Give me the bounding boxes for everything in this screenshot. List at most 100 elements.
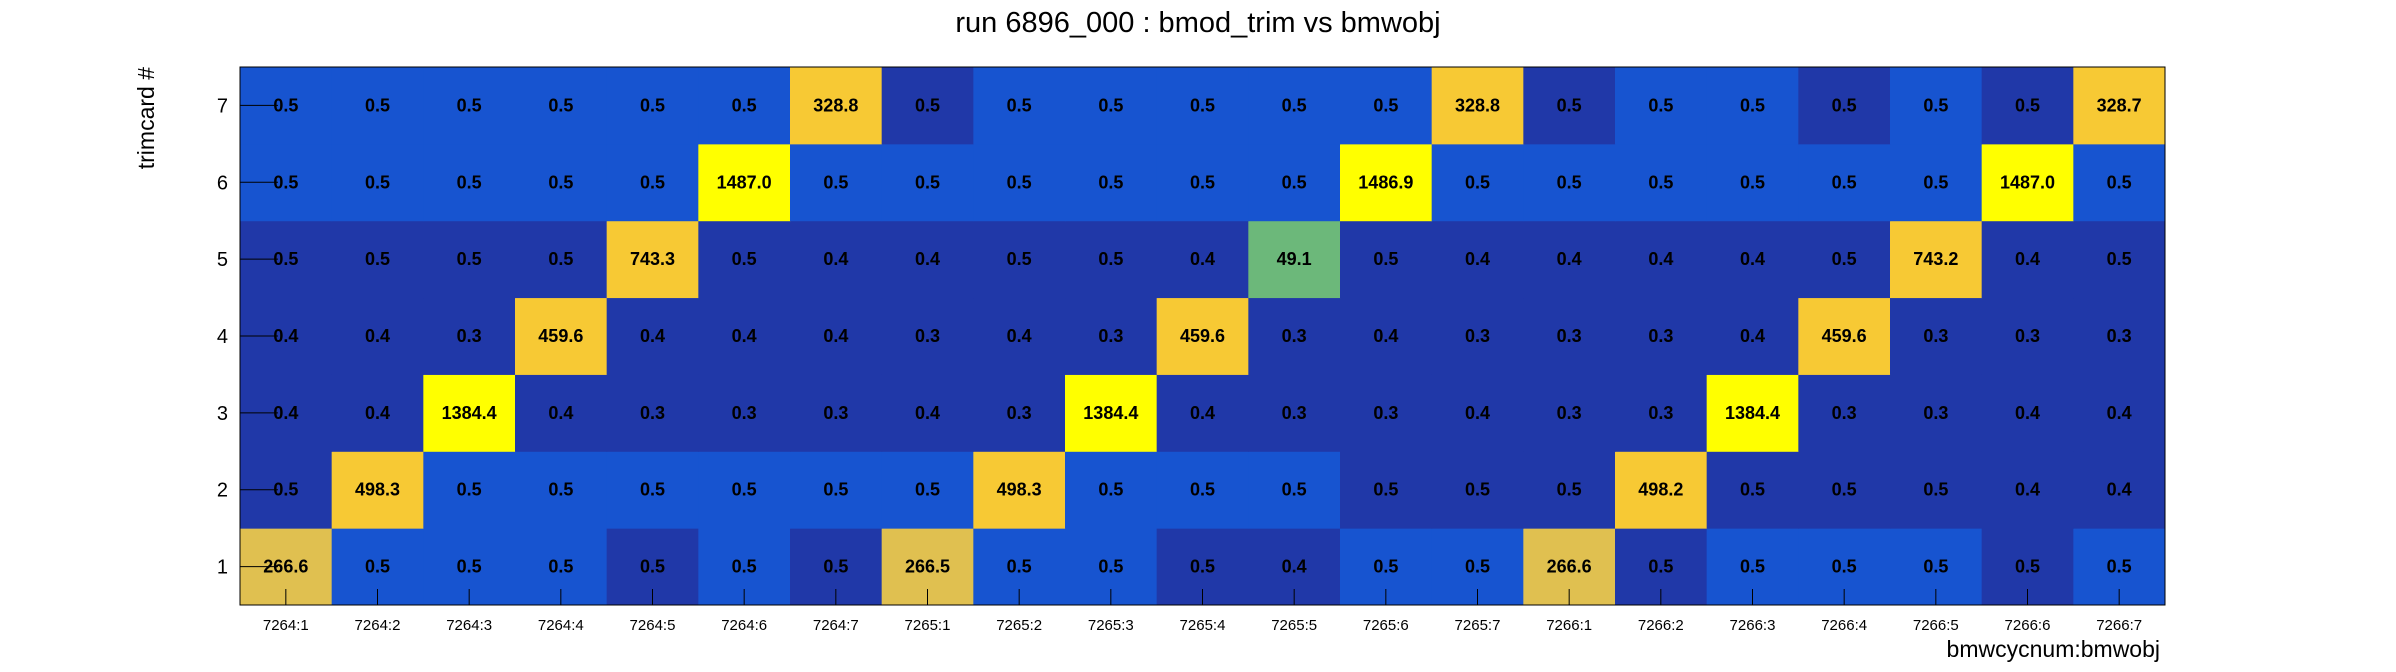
cell-value-label: 0.5 [640, 95, 665, 115]
heatmap-cell [1798, 67, 1891, 145]
cell-value-label: 0.5 [640, 480, 665, 500]
heatmap-cell [515, 220, 608, 299]
heatmap-cell [1523, 143, 1616, 222]
x-tick-label: 7266:1 [1546, 617, 1592, 634]
cell-value-label: 0.5 [1373, 249, 1398, 269]
heatmap-cell [1706, 220, 1799, 299]
cell-value-label: 0.5 [732, 249, 757, 269]
cell-value-label: 0.5 [1373, 480, 1398, 500]
heatmap-cell [2073, 143, 2166, 222]
heatmap-cell [1615, 143, 1708, 222]
heatmap-cell [1156, 67, 1249, 145]
x-tick-label: 7266:6 [2005, 617, 2051, 634]
cell-value-label: 0.5 [732, 95, 757, 115]
cell-value-label: 0.5 [365, 557, 390, 577]
cell-value-label: 0.5 [1098, 557, 1123, 577]
cell-value-label: 0.4 [1373, 326, 1398, 346]
cell-value-label: 0.5 [457, 249, 482, 269]
x-tick-label: 7264:1 [263, 617, 309, 634]
heatmap-cell [606, 374, 699, 452]
cell-value-label: 0.4 [2015, 403, 2040, 423]
heatmap-cell [1890, 297, 1983, 375]
heatmap-cell [881, 220, 974, 299]
y-tick-label: 4 [217, 326, 228, 348]
cell-value-label: 49.1 [1277, 249, 1312, 269]
heatmap-cell [1615, 220, 1708, 299]
cell-value-label: 0.3 [823, 403, 848, 423]
cell-value-label: 0.5 [1832, 172, 1857, 192]
heatmap-cell [423, 67, 516, 145]
cell-value-label: 0.3 [1373, 403, 1398, 423]
heatmap-cell [973, 220, 1066, 299]
heatmap-cell [1798, 451, 1891, 529]
heatmap-cell [1156, 451, 1249, 529]
heatmap-cell [1706, 67, 1799, 145]
heatmap-cell [698, 143, 791, 222]
heatmap-cell [1981, 143, 2074, 222]
cell-value-label: 0.5 [273, 249, 298, 269]
heatmap-cell [331, 67, 424, 145]
cell-value-label: 0.5 [1282, 95, 1307, 115]
cell-value-label: 0.4 [1557, 249, 1582, 269]
heatmap-cell [973, 297, 1066, 375]
heatmap-cell [790, 451, 883, 529]
cell-value-label: 0.5 [915, 480, 940, 500]
heatmap-cell [698, 451, 791, 529]
cell-value-label: 0.5 [2015, 95, 2040, 115]
heatmap-cell [1065, 297, 1158, 375]
heatmap-cell [1981, 67, 2074, 145]
cell-value-label: 0.4 [915, 403, 940, 423]
y-tick-label: 5 [217, 249, 228, 271]
cell-value-label: 0.4 [365, 403, 390, 423]
x-tick-label: 7266:4 [1821, 617, 1867, 634]
heatmap-cell [1798, 297, 1891, 375]
heatmap-cell [331, 374, 424, 452]
x-axis-label: bmwcycnum:bmwobj [1947, 636, 2160, 662]
heatmap-cell [1065, 143, 1158, 222]
heatmap-cell [790, 67, 883, 145]
cell-value-label: 0.4 [1648, 249, 1673, 269]
heatmap-cell [1523, 374, 1616, 452]
cell-value-label: 498.3 [355, 480, 400, 500]
cell-value-label: 0.5 [1373, 95, 1398, 115]
cell-value-label: 0.5 [1190, 557, 1215, 577]
cell-value-label: 0.5 [915, 95, 940, 115]
cell-value-label: 0.5 [1007, 95, 1032, 115]
cell-value-label: 0.4 [2107, 480, 2132, 500]
x-tick-label: 7264:4 [538, 617, 584, 634]
heatmap-cell [1248, 220, 1341, 299]
heatmap-cell [1890, 451, 1983, 529]
x-tick-label: 7264:2 [355, 617, 401, 634]
heatmap-cell [1981, 374, 2074, 452]
heatmap-cell [1065, 374, 1158, 452]
cell-value-label: 0.5 [457, 480, 482, 500]
cell-value-label: 0.3 [915, 326, 940, 346]
heatmap-cell [698, 220, 791, 299]
cell-value-label: 0.5 [1282, 172, 1307, 192]
x-tick-label: 7266:2 [1638, 617, 1684, 634]
cell-value-label: 266.6 [1547, 557, 1592, 577]
heatmap-cell [1248, 374, 1341, 452]
cell-value-label: 0.5 [732, 480, 757, 500]
heatmap-cell [973, 374, 1066, 452]
cell-value-label: 0.5 [1923, 480, 1948, 500]
cell-value-label: 328.8 [1455, 95, 1500, 115]
cell-value-label: 0.4 [1740, 249, 1765, 269]
heatmap-cell [1431, 67, 1524, 145]
cell-value-label: 0.5 [1007, 172, 1032, 192]
heatmap-cell [1615, 451, 1708, 529]
cell-value-label: 0.4 [2015, 249, 2040, 269]
heatmap-cell [1981, 451, 2074, 529]
y-tick-label: 6 [217, 172, 228, 194]
heatmap-cell [423, 297, 516, 375]
heatmap-cell [1523, 67, 1616, 145]
x-tick-label: 7265:3 [1088, 617, 1134, 634]
cell-value-label: 0.3 [2015, 326, 2040, 346]
cell-value-label: 1384.4 [1083, 403, 1138, 423]
heatmap-cell [790, 220, 883, 299]
heatmap-cell [973, 451, 1066, 529]
cell-value-label: 1384.4 [1725, 403, 1780, 423]
cell-value-label: 0.5 [1923, 95, 1948, 115]
heatmap-cell [606, 220, 699, 299]
